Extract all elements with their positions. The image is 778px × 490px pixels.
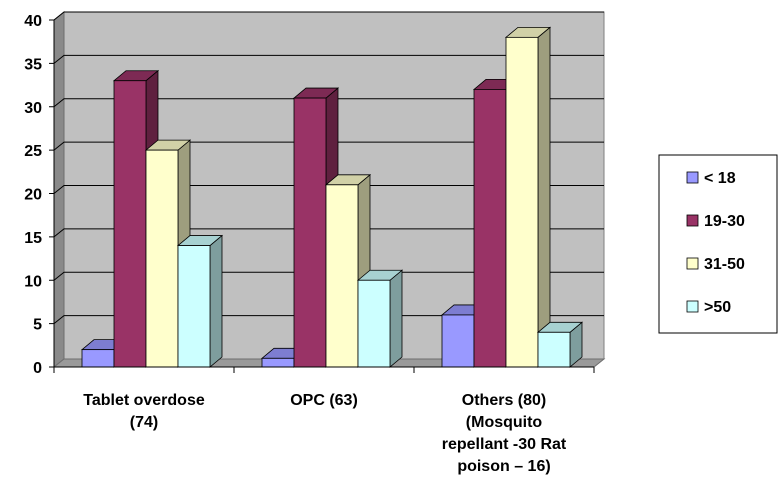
y-tick-label: 5 — [33, 317, 42, 334]
x-axis: Tablet overdose (74) OPC (63) Others (80) (M… — [53, 366, 595, 475]
bars — [80, 26, 584, 368]
x-category-label: Others (80) (Mosquito repellant -30 Rat poi… — [442, 392, 567, 475]
x-category-label-line: Tablet overdose — [83, 392, 205, 409]
bar-front — [505, 36, 539, 368]
x-category-label-line: poison – 16) — [457, 458, 550, 475]
y-tick-label: 10 — [24, 273, 42, 290]
bar — [356, 269, 404, 368]
y-tick-label: 25 — [24, 143, 42, 160]
y-tick-label: 30 — [24, 100, 42, 117]
y-tick-label: 20 — [24, 187, 42, 204]
bar-front — [261, 357, 295, 368]
x-category-label-line: Others (80) — [462, 392, 546, 409]
bar-front — [293, 97, 327, 368]
gridline — [53, 228, 604, 238]
gridline — [53, 185, 604, 194]
y-tick-label: 15 — [24, 230, 42, 247]
bar-front — [357, 279, 391, 368]
bar — [536, 321, 584, 368]
legend-swatch — [686, 214, 699, 227]
bar-front — [473, 89, 507, 368]
y-tick-label: 40 — [24, 13, 42, 30]
x-category-label-line: repellant -30 Rat — [442, 436, 567, 453]
x-category-label-line: OPC (63) — [290, 392, 358, 409]
gridline — [53, 54, 604, 64]
gridline — [53, 11, 604, 21]
bar-front — [177, 245, 211, 368]
bar-front — [81, 349, 115, 368]
y-axis: 0 5 10 15 20 25 30 35 40 — [24, 13, 55, 377]
legend-label: >50 — [704, 299, 731, 316]
gridline — [53, 141, 604, 151]
bar-front — [441, 314, 475, 368]
y-tick-label: 0 — [33, 360, 42, 377]
x-category-label-line: (Mosquito — [466, 414, 543, 431]
gridlines — [53, 11, 604, 325]
legend-label: 31-50 — [704, 256, 745, 273]
bar-front — [113, 80, 147, 368]
x-category-label: OPC (63) — [290, 392, 358, 409]
bar — [504, 26, 552, 368]
legend-box — [658, 154, 778, 334]
gridline — [53, 315, 604, 325]
bar-side — [389, 269, 403, 368]
bar-side — [537, 26, 551, 368]
bar-front — [325, 184, 359, 368]
legend-swatch — [686, 300, 699, 313]
x-category-label-line: (74) — [130, 414, 158, 431]
gridline — [53, 98, 604, 108]
bar — [176, 234, 224, 368]
legend-swatch — [686, 171, 699, 184]
x-category-label: Tablet overdose (74) — [83, 392, 205, 431]
legend-label: < 18 — [704, 170, 736, 187]
y-tick-label: 35 — [24, 56, 42, 73]
legend: < 18 19-30 31-50 >50 — [658, 154, 778, 334]
bar-side — [209, 234, 223, 368]
legend-swatch — [686, 257, 699, 270]
bar-front — [145, 149, 179, 368]
bar-front — [537, 331, 571, 368]
gridline — [53, 271, 604, 281]
legend-label: 19-30 — [704, 213, 745, 230]
